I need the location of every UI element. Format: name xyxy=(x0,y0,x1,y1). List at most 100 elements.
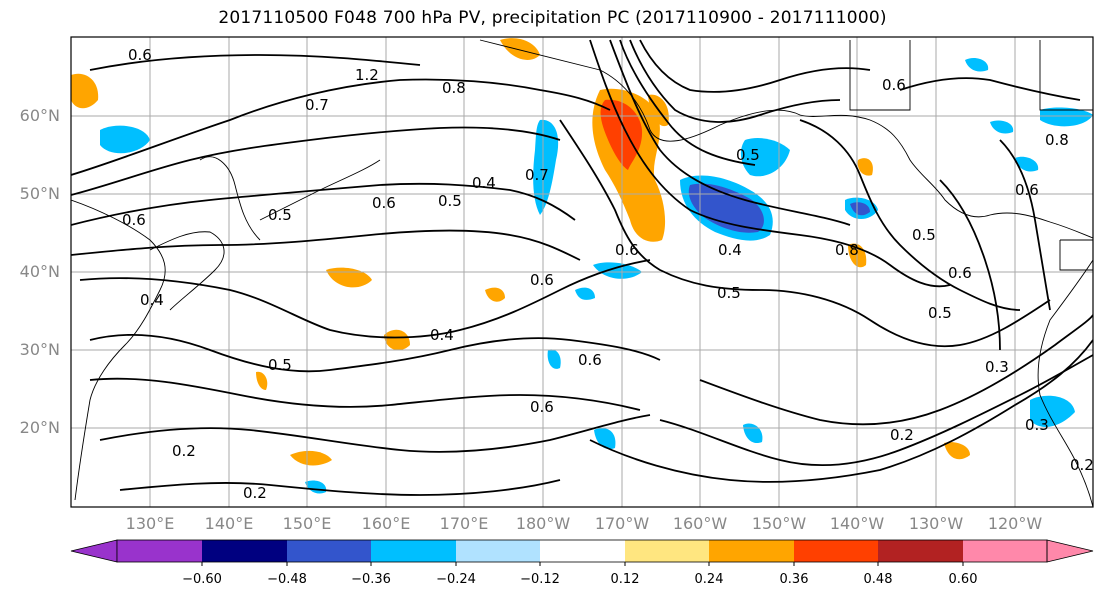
contour-label: 0.5 xyxy=(928,304,952,322)
colorbar-segment xyxy=(371,540,456,562)
colorbar-max-extend xyxy=(1046,539,1094,563)
contour-label: 0.6 xyxy=(882,76,906,94)
lon-label: 160°E xyxy=(361,514,411,533)
colorbar-tick-label: −0.24 xyxy=(436,572,476,587)
contour-label: 0.5 xyxy=(438,192,462,210)
lat-label: 60°N xyxy=(19,106,60,125)
lon-label: 120°W xyxy=(987,514,1043,533)
contour-label: 0.8 xyxy=(835,241,859,259)
contour-label: 0.4 xyxy=(472,174,496,192)
contour-label: 0.7 xyxy=(305,96,329,114)
precip-negative-region xyxy=(1040,107,1093,127)
contour-label: 0.5 xyxy=(736,146,760,164)
lon-label: 150°E xyxy=(282,514,332,533)
contour-label: 0.5 xyxy=(268,206,292,224)
colorbar xyxy=(70,539,1094,566)
precip-negative-region xyxy=(593,262,642,279)
contour-label: 0.8 xyxy=(442,79,466,97)
colorbar-tick-label: −0.60 xyxy=(182,572,222,587)
precip-negative-region xyxy=(990,120,1014,134)
coastlines xyxy=(71,39,1093,507)
contour-label: 0.6 xyxy=(615,241,639,259)
precip-positive-region xyxy=(256,371,268,390)
colorbar-segment xyxy=(878,540,963,562)
precip-positive-region xyxy=(500,38,540,60)
precip-negative-core xyxy=(850,202,870,216)
lat-label: 40°N xyxy=(19,262,60,281)
contour-label: 0.6 xyxy=(1015,181,1039,199)
contour-label: 0.6 xyxy=(530,271,554,289)
colorbar-segment xyxy=(625,540,709,562)
contour-label: 0.4 xyxy=(718,241,742,259)
colorbar-segment xyxy=(456,540,540,562)
precip-positive-region xyxy=(384,329,410,351)
precipitation-shading xyxy=(71,38,1093,494)
precip-negative-region xyxy=(740,138,790,177)
lat-label: 50°N xyxy=(19,184,60,203)
precip-negative-region xyxy=(305,480,327,494)
lon-label: 170°W xyxy=(594,514,650,533)
colorbar-min-extend xyxy=(70,539,118,563)
precip-negative-region xyxy=(100,125,150,154)
precip-negative-region xyxy=(547,349,561,369)
pv-contours xyxy=(71,39,1093,496)
contour-labels: 0.6 1.2 0.8 0.7 0.6 0.5 0.4 0.6 0.7 0.6 … xyxy=(122,46,1094,502)
precip-negative-region xyxy=(743,423,763,444)
contour-label: 0.7 xyxy=(525,166,549,184)
lon-label: 170°E xyxy=(439,514,489,533)
contour-label: 0.6 xyxy=(128,46,152,64)
contour-label: 0.6 xyxy=(122,211,146,229)
contour-label: 0.5 xyxy=(912,226,936,244)
contour-label: 1.2 xyxy=(355,66,379,84)
colorbar-segment xyxy=(117,540,202,562)
colorbar-tick-label: −0.48 xyxy=(267,572,307,587)
map-frame xyxy=(70,36,1094,508)
precip-positive-region xyxy=(71,73,99,109)
precip-negative-region xyxy=(533,119,559,215)
colorbar-segment xyxy=(202,540,287,562)
graticule xyxy=(71,37,1093,507)
colorbar-tick-label: 0.24 xyxy=(694,572,724,587)
plot-title: 2017110500 F048 700 hPa PV, precipitatio… xyxy=(218,8,887,28)
colorbar-tick-label: −0.36 xyxy=(351,572,391,587)
lon-label: 140°W xyxy=(829,514,885,533)
colorbar-tick-label: −0.12 xyxy=(520,572,560,587)
contour-label: 0.4 xyxy=(430,326,454,344)
precip-positive-region xyxy=(290,450,332,466)
precip-negative-region xyxy=(1030,395,1075,427)
colorbar-segment xyxy=(709,540,794,562)
precip-negative-region xyxy=(1015,156,1039,172)
lon-label: 150°W xyxy=(751,514,807,533)
contour-label: 0.5 xyxy=(717,284,741,302)
lat-label: 30°N xyxy=(19,340,60,359)
precip-positive-region xyxy=(857,158,873,176)
lon-label: 160°W xyxy=(672,514,728,533)
contour-label: 0.6 xyxy=(578,351,602,369)
lon-label: 140°E xyxy=(204,514,254,533)
contour-label: 0.2 xyxy=(1070,456,1094,474)
colorbar-tick-label: 0.60 xyxy=(948,572,978,587)
precip-negative-region xyxy=(575,287,595,300)
precip-positive-core xyxy=(600,99,643,170)
lon-label: 180°W xyxy=(515,514,571,533)
precip-positive-region xyxy=(326,267,372,288)
colorbar-segment xyxy=(287,540,371,562)
contour-label: 0.4 xyxy=(140,291,164,309)
contour-label: 0.2 xyxy=(890,426,914,444)
contour-label: 0.3 xyxy=(1025,416,1049,434)
precip-negative-region xyxy=(965,58,989,72)
lat-label: 20°N xyxy=(19,418,60,437)
colorbar-tick-label: 0.12 xyxy=(610,572,640,587)
contour-label: 0.8 xyxy=(1045,131,1069,149)
contour-label: 0.6 xyxy=(948,264,972,282)
contour-label: 0.6 xyxy=(372,194,396,212)
contour-label: 0.3 xyxy=(985,358,1009,376)
precip-positive-region xyxy=(485,287,505,302)
colorbar-segment xyxy=(963,540,1047,562)
contour-label: 0.5 xyxy=(268,356,292,374)
colorbar-tick-label: 0.36 xyxy=(779,572,809,587)
colorbar-segment xyxy=(794,540,878,562)
precip-positive-region xyxy=(944,442,970,460)
colorbar-segment xyxy=(540,540,625,562)
